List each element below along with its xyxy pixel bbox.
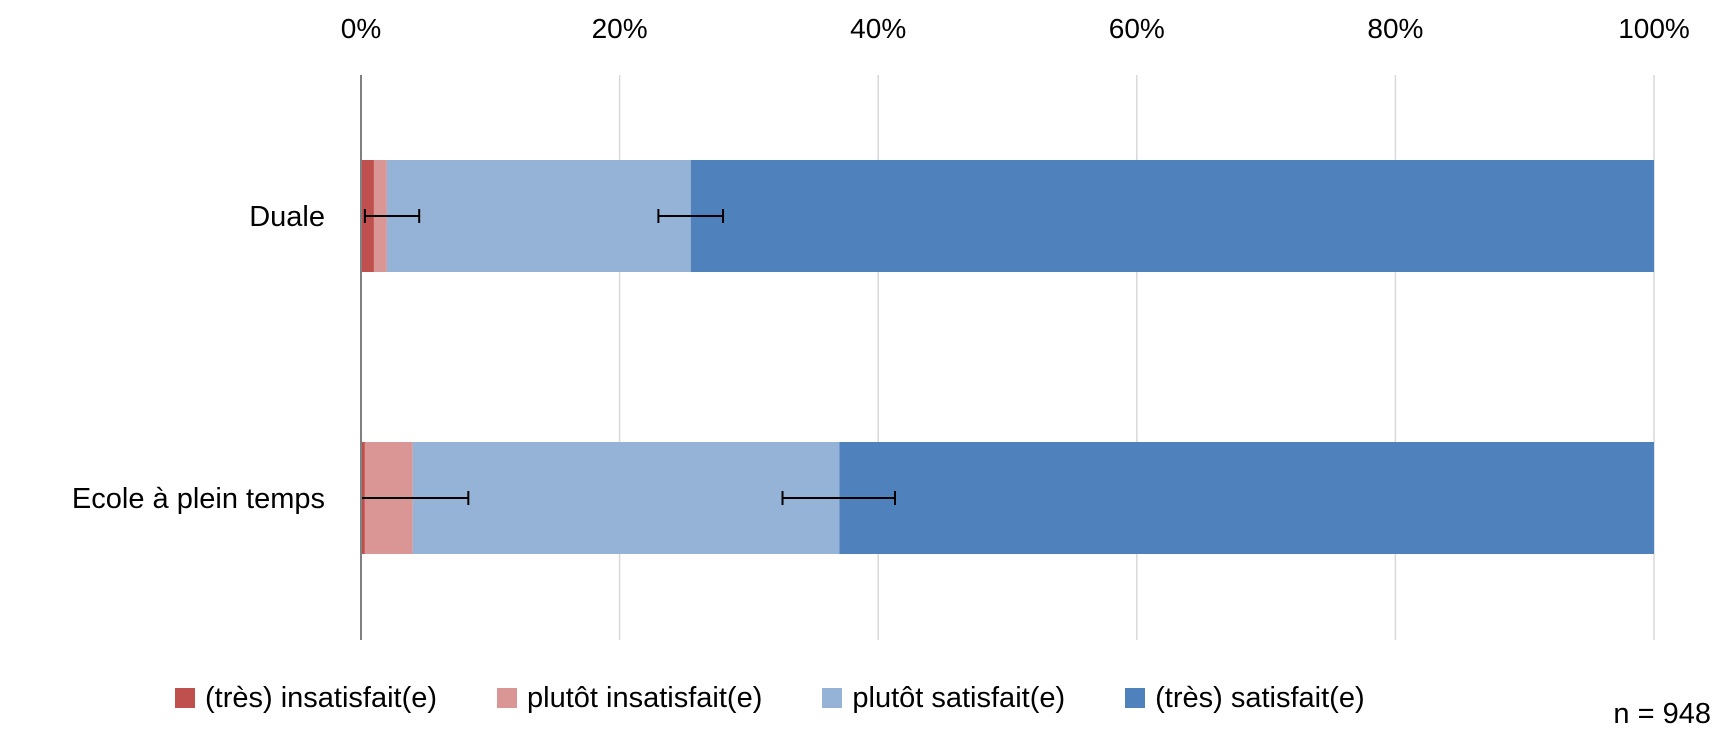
category-labels: Duale Ecole à plein temps: [72, 201, 325, 515]
legend-item: (très) satisfait(e): [1125, 681, 1365, 715]
legend-label: plutôt satisfait(e): [852, 681, 1066, 714]
bar-segment: [690, 160, 1654, 272]
legend-label: plutôt insatisfait(e): [527, 681, 763, 714]
legend-swatch: [497, 688, 518, 708]
sample-size-note: n = 948: [1613, 698, 1711, 730]
bar-segment: [839, 442, 1654, 554]
category-label: Duale: [249, 201, 325, 233]
x-tick-label: 20%: [592, 13, 648, 44]
x-tick-label: 0%: [341, 13, 381, 44]
x-tick-label: 80%: [1367, 13, 1423, 44]
gridlines: [618, 75, 1655, 640]
legend-label: (très) satisfait(e): [1155, 681, 1365, 714]
bar-segment: [412, 442, 840, 554]
error-bars: [360, 209, 897, 505]
x-axis: 0% 20% 40% 60% 80% 100%: [341, 13, 1690, 640]
category-label: Ecole à plein temps: [72, 483, 325, 515]
legend-swatch: [822, 688, 843, 708]
x-tick-label: 40%: [850, 13, 906, 44]
x-tick-label: 100%: [1618, 13, 1690, 44]
legend-label: (très) insatisfait(e): [205, 681, 438, 714]
legend: (très) insatisfait(e) plutôt insatisfait(…: [175, 678, 1425, 718]
bars: [361, 160, 1654, 554]
legend-swatch: [175, 688, 195, 708]
bar-segment: [386, 160, 691, 272]
legend-item: (très) insatisfait(e): [175, 682, 437, 715]
x-tick-label: 60%: [1109, 13, 1165, 44]
legend-item: plutôt satisfait(e): [822, 682, 1065, 715]
legend-item: plutôt insatisfait(e): [497, 682, 762, 715]
legend-swatch: [1125, 688, 1146, 708]
